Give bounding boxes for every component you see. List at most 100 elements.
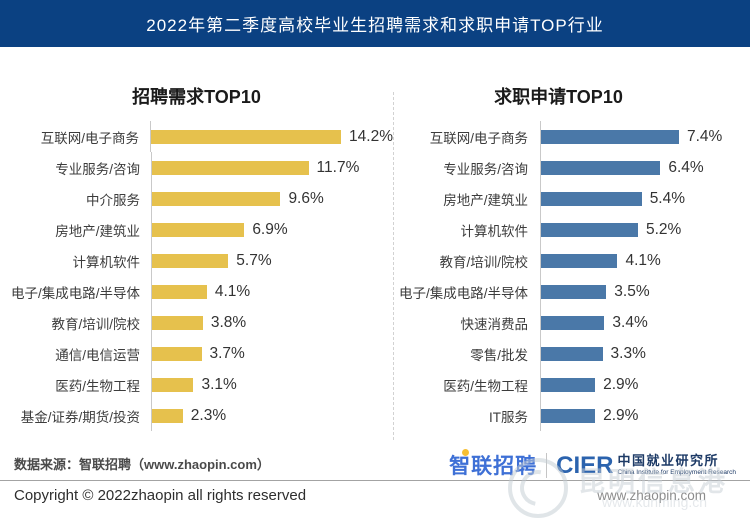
category-label: 零售/批发 [470, 347, 528, 363]
bar-row: 电子/集成电路/半导体 3.5% [393, 276, 750, 307]
bar-row: 计算机软件 5.2% [393, 214, 750, 245]
value-label: 5.2% [645, 220, 682, 238]
bar-row: 中介服务 9.6% [0, 183, 393, 214]
page-title: 2022年第二季度高校毕业生招聘需求和求职申请TOP行业 [146, 16, 604, 35]
bar-zone: 14.2% [150, 121, 393, 152]
category-label: 医药/生物工程 [443, 378, 528, 394]
value-label: 4.1% [214, 282, 251, 300]
bar-zone: 4.1% [151, 276, 393, 307]
bar-row: 专业服务/咨询 6.4% [393, 152, 750, 183]
category-label: 房地产/建筑业 [55, 223, 140, 239]
value-label: 14.2% [349, 127, 393, 145]
bar-row: 零售/批发 3.3% [393, 338, 750, 369]
bar-zone: 6.4% [540, 152, 750, 183]
bar [541, 315, 605, 330]
value-label: 5.4% [649, 189, 686, 207]
bar [152, 284, 207, 299]
category-label: 教育/培训/院校 [51, 316, 140, 332]
chart-divider-dashed [393, 92, 394, 440]
bar [541, 160, 661, 175]
bar [541, 191, 642, 206]
bar [152, 253, 229, 268]
category-label: 专业服务/咨询 [55, 161, 140, 177]
bar-row: 通信/电信运营 3.7% [0, 338, 393, 369]
category-label: 电子/集成电路/半导体 [10, 285, 140, 301]
bar-rows-right: 互联网/电子商务 7.4% 专业服务/咨询 6.4% 房地产/建筑业 5.4% 计算机软件 5… [393, 121, 750, 431]
bar-zone: 11.7% [151, 152, 393, 183]
chart-job-applications: 求职申请TOP10 互联网/电子商务 7.4% 专业服务/咨询 6.4% 房地产/建筑业… [393, 84, 750, 431]
bar [152, 346, 202, 361]
bar-row: 医药/生物工程 3.1% [0, 369, 393, 400]
bar-row: 教育/培训/院校 4.1% [393, 245, 750, 276]
bar [151, 129, 342, 144]
bar-zone: 2.3% [151, 400, 393, 431]
bar-zone: 5.7% [151, 245, 393, 276]
value-label: 3.8% [210, 313, 247, 331]
title-banner: 2022年第二季度高校毕业生招聘需求和求职申请TOP行业 [0, 0, 750, 47]
bar [152, 160, 309, 175]
copyright-text: Copyright © 2022zhaopin all rights reser… [14, 487, 307, 504]
zhaopin-logo-text: 智联招聘 [449, 455, 538, 478]
category-label: 通信/电信运营 [55, 347, 140, 363]
footer-logos: 智联招聘 CIER 中国就业研究所 China Institute for Em… [449, 449, 737, 480]
value-label: 11.7% [316, 158, 360, 176]
bar [541, 346, 603, 361]
bar-zone: 3.4% [540, 307, 750, 338]
bar [152, 408, 183, 423]
bar [152, 222, 245, 237]
bar-zone: 2.9% [540, 400, 750, 431]
bar [541, 222, 638, 237]
bar-zone: 4.1% [540, 245, 750, 276]
value-label: 9.6% [288, 189, 324, 207]
value-label: 2.3% [190, 406, 227, 424]
bar-zone: 3.3% [540, 338, 750, 369]
cier-chinese-name: 中国就业研究所 [617, 452, 720, 468]
bar-row: 专业服务/咨询 11.7% [0, 152, 393, 183]
bar [541, 377, 596, 392]
category-label: 电子/集成电路/半导体 [398, 285, 528, 301]
value-label: 2.9% [603, 375, 639, 393]
value-label: 6.9% [252, 220, 288, 238]
bar-row: 互联网/电子商务 7.4% [393, 121, 750, 152]
bar-zone: 5.4% [540, 183, 750, 214]
cier-acronym: CIER [556, 451, 614, 479]
cier-english-name: China Institute for Employment Research [617, 468, 737, 476]
value-label: 3.3% [610, 344, 646, 362]
cier-name-block: 中国就业研究所 China Institute for Employment R… [618, 453, 737, 476]
bar-row: 快速消费品 3.4% [393, 307, 750, 338]
category-label: 基金/证券/期货/投资 [20, 409, 140, 425]
category-label: 互联网/电子商务 [40, 130, 140, 146]
bar-row: 医药/生物工程 2.9% [393, 369, 750, 400]
bar-zone: 9.6% [151, 183, 393, 214]
bar [152, 315, 203, 330]
bar [541, 253, 618, 268]
bar-zone: 5.2% [540, 214, 750, 245]
category-label: 计算机软件 [460, 223, 529, 239]
logo-separator [546, 452, 548, 478]
value-label: 6.4% [668, 158, 704, 176]
bar-zone: 6.9% [151, 214, 393, 245]
value-label: 3.5% [614, 282, 650, 300]
category-label: 快速消费品 [460, 316, 529, 332]
chart-title-left: 招聘需求TOP10 [132, 87, 261, 107]
category-label: 互联网/电子商务 [429, 130, 528, 146]
chart-recruitment-demand: 招聘需求TOP10 互联网/电子商务 14.2% 专业服务/咨询 11.7% 中介服务 9… [0, 84, 393, 431]
bar [152, 191, 281, 206]
bar [541, 408, 596, 423]
value-label: 3.4% [612, 313, 648, 331]
footer-divider-line [0, 480, 750, 481]
bar-row: IT服务 2.9% [393, 400, 750, 431]
value-label: 3.7% [209, 344, 245, 362]
bar-row: 电子/集成电路/半导体 4.1% [0, 276, 393, 307]
chart-title-right: 求职申请TOP10 [494, 87, 623, 107]
bar [152, 377, 194, 392]
bar [541, 129, 679, 144]
category-label: 中介服务 [86, 192, 140, 208]
value-label: 5.7% [236, 251, 272, 269]
bar-row: 教育/培训/院校 3.8% [0, 307, 393, 338]
bar-zone: 3.1% [151, 369, 393, 400]
category-label: 教育/培训/院校 [439, 254, 528, 270]
bar-row: 房地产/建筑业 5.4% [393, 183, 750, 214]
bar-zone: 3.8% [151, 307, 393, 338]
site-url-text: www.zhaopin.com [597, 488, 706, 503]
